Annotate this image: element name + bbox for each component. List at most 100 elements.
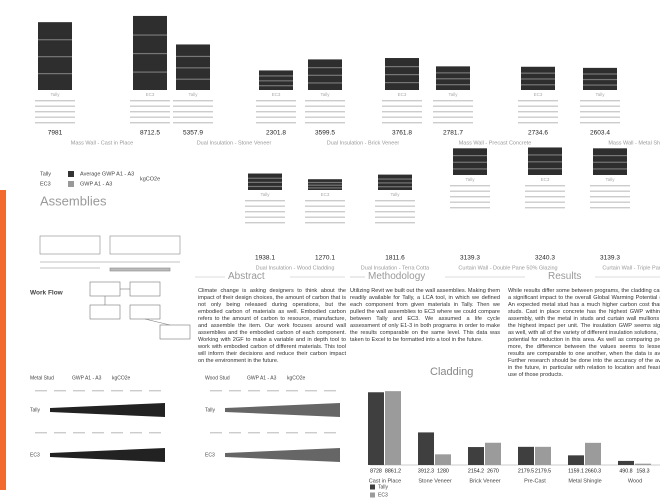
table-cell (210, 390, 222, 392)
section-heading: Assemblies (40, 193, 107, 208)
table-row (173, 122, 213, 124)
table-cell (267, 390, 279, 392)
bar-source-label: Tally (320, 92, 330, 97)
bar-layer (176, 55, 210, 58)
table-row (525, 185, 565, 187)
bar-layer (521, 78, 555, 80)
bar-layer (583, 78, 617, 81)
bar (518, 446, 534, 465)
bar-layer (385, 74, 419, 76)
bar-layer (593, 161, 627, 163)
heading: Abstract (228, 271, 265, 282)
table-cell (54, 390, 66, 392)
table-row (305, 122, 345, 124)
table-cell (229, 390, 241, 392)
stud-title: Wood Stud (205, 375, 230, 381)
stud-row-label: Tally (30, 407, 41, 413)
section-heading: Work Flow (30, 290, 64, 297)
bar-layer (308, 74, 342, 76)
table-row (305, 205, 345, 207)
table-row (580, 116, 620, 118)
legend-swatch (370, 484, 375, 490)
table-row (382, 105, 422, 107)
table-row (305, 105, 345, 107)
bar-source-label: Tally (595, 92, 605, 97)
bar (568, 455, 584, 465)
table-row (590, 207, 630, 209)
assembly-total: 1811.6 (385, 255, 405, 262)
table-cell (324, 390, 336, 392)
bar-layer (436, 72, 470, 74)
bar-source-label: Tally (390, 192, 400, 197)
bar-layer (176, 67, 210, 69)
table-row (382, 116, 422, 118)
bar-layer (593, 154, 627, 157)
table-cell (286, 432, 298, 434)
table-cell (130, 432, 142, 434)
table-row (173, 111, 213, 113)
stud-row-label: Tally (205, 407, 216, 413)
assembly-total: 1938.1 (255, 255, 275, 262)
value-label: 2179.5 (518, 468, 534, 474)
table-row (375, 222, 415, 224)
assembly-diagram (39, 235, 181, 272)
value-label: 2154.2 (468, 468, 484, 474)
assembly-total: 3599.5 (315, 130, 335, 137)
table-cell (286, 390, 298, 392)
bar (485, 442, 501, 465)
table-row (382, 111, 422, 113)
table-row (245, 216, 285, 218)
bar (618, 460, 634, 465)
table-cell (35, 390, 47, 392)
table-row (590, 185, 630, 187)
assembly-bar (378, 174, 412, 190)
table-cell (210, 432, 222, 434)
table-row (590, 201, 630, 203)
table-row (245, 200, 285, 202)
table-row (256, 105, 296, 107)
table-row (580, 111, 620, 113)
workflow-diagram (89, 281, 191, 340)
bar-source-label: EC3 (541, 177, 550, 182)
bar (585, 442, 601, 465)
table-row (130, 100, 170, 102)
assembly-name: Mass Wall - Precast Concrete (459, 140, 532, 146)
assembly-total: 3240.3 (535, 255, 555, 262)
category-label: Cast in Place (369, 478, 401, 484)
assembly-total: 3139.3 (460, 255, 480, 262)
value-label: 490.8 (619, 468, 632, 474)
table-row (256, 116, 296, 118)
bar-layer (133, 71, 167, 73)
bar-layer (583, 73, 617, 75)
assembly-total: 5357.9 (183, 130, 203, 137)
bar-layer (38, 56, 72, 58)
table-cell (305, 390, 317, 392)
table-row (525, 207, 565, 209)
table-row (525, 201, 565, 203)
table-row (450, 190, 490, 192)
table-cell (149, 432, 161, 434)
bar-source-label: Tally (448, 92, 458, 97)
bar-source-label: EC3 (534, 92, 543, 97)
table-row (382, 100, 422, 102)
category-label: Metal Shingle (568, 478, 601, 484)
table-cell (248, 432, 260, 434)
bar-source-label: Tally (50, 92, 60, 97)
table-row (375, 200, 415, 202)
legend-label: EC3 (378, 492, 388, 498)
assembly-total: 2781.7 (443, 130, 463, 137)
table-row (35, 111, 75, 113)
table-row (518, 122, 558, 124)
bar-layer (453, 154, 487, 157)
heading: Results (548, 271, 582, 282)
bar (468, 447, 484, 465)
table-row (590, 190, 630, 192)
table-cell (111, 390, 123, 392)
value-label: 2660.3 (585, 468, 601, 474)
table-row (35, 116, 75, 118)
bar-source-label: EC3 (321, 192, 330, 197)
assembly-total: 1270.1 (315, 255, 335, 262)
bar-source-label: Tally (188, 92, 198, 97)
table-row (450, 185, 490, 187)
table-row (130, 105, 170, 107)
